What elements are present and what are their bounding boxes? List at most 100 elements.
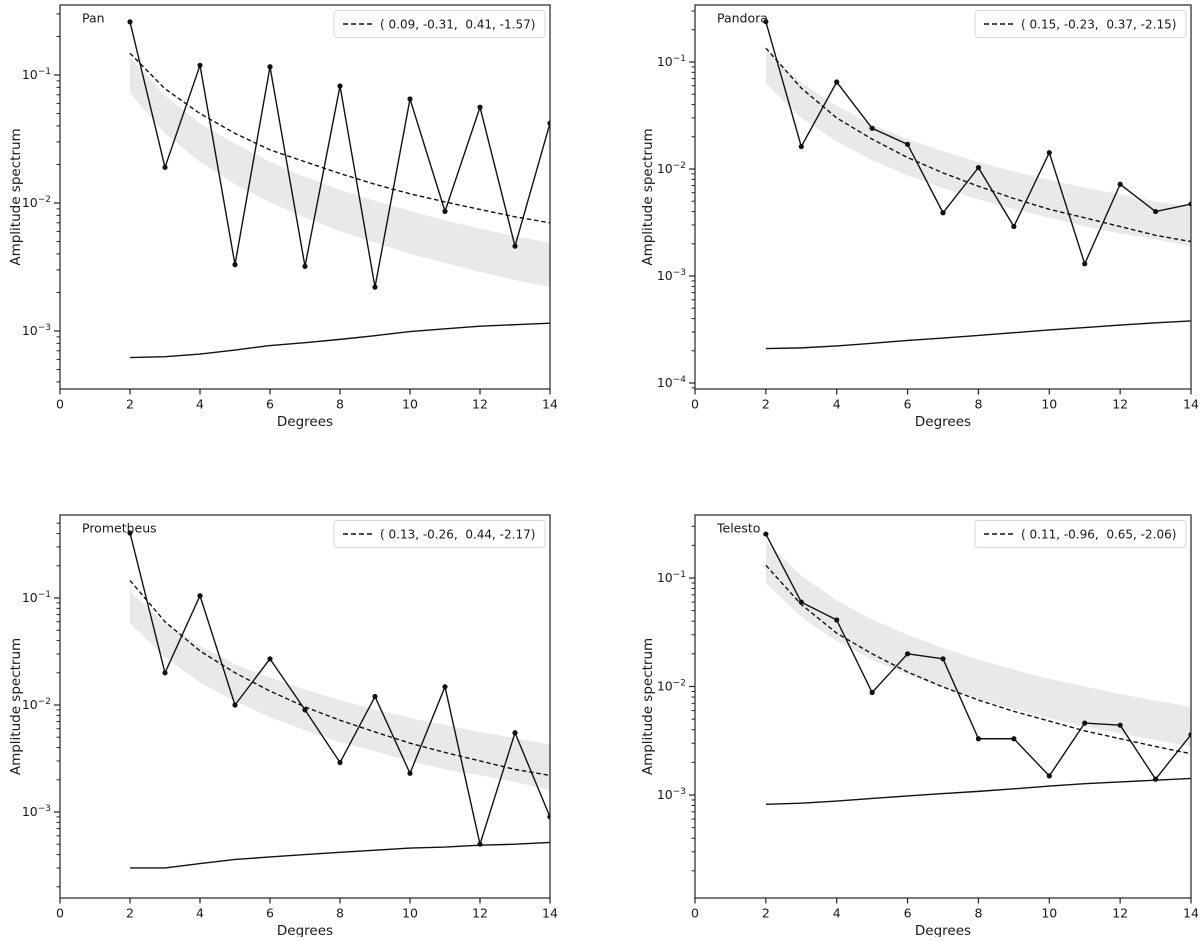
data-point <box>337 759 343 766</box>
y-tick-label: 10−2 <box>22 697 51 712</box>
legend: ( 0.09, -0.31, 0.41, -1.57) <box>333 10 546 38</box>
data-point <box>232 262 238 268</box>
x-tick-label: 2 <box>126 906 134 921</box>
data-point <box>940 656 946 662</box>
noise-line <box>129 322 550 359</box>
legend-box <box>974 520 1187 548</box>
axes-frame <box>59 514 551 899</box>
legend-box <box>974 10 1187 38</box>
y-tick-label: 10−1 <box>657 54 686 69</box>
data-point <box>512 243 518 249</box>
y-tick-label: 10−3 <box>22 323 51 338</box>
legend-label: ( 0.15, -0.23, 0.37, -2.15) <box>1021 18 1176 32</box>
data-point <box>1011 223 1017 230</box>
fit-dashed-line <box>765 564 1191 755</box>
subplot-title: Telesto <box>716 521 760 536</box>
data-point <box>1188 201 1191 207</box>
data-point <box>337 83 343 89</box>
x-tick-label: 4 <box>196 906 204 921</box>
data-point <box>197 593 203 599</box>
data-point <box>547 120 550 126</box>
legend-box <box>333 520 546 548</box>
legend-label: ( 0.13, -0.26, 0.44, -2.17) <box>380 528 535 542</box>
subplot-title: Pan <box>82 11 105 26</box>
y-axis-label: Amplitude spectrum <box>8 128 24 265</box>
legend: ( 0.11, -0.96, 0.65, -2.06) <box>974 520 1187 548</box>
data-point <box>1082 261 1088 267</box>
data-point <box>512 730 518 736</box>
x-tick-label: 6 <box>904 397 912 412</box>
data-points <box>763 19 1191 267</box>
x-tick-label: 12 <box>472 397 488 412</box>
data-point <box>162 670 168 676</box>
x-tick-label: 6 <box>266 397 274 412</box>
data-point <box>763 19 769 25</box>
data-point <box>407 96 413 102</box>
y-tick-label: 10−2 <box>22 195 51 210</box>
x-tick-label: 14 <box>1183 906 1199 921</box>
data-point <box>904 651 911 657</box>
data-point <box>869 125 875 131</box>
data-point <box>904 141 911 147</box>
y-tick-label: 10−4 <box>657 375 686 390</box>
data-point <box>1046 150 1052 156</box>
y-axis-label: Amplitude spectrum <box>8 638 24 775</box>
subplot-pandora: 0 2 4 6 8 10 12 14 10−1 10−2 10−3 10−4 Degrees Amplit… <box>640 4 1199 430</box>
x-tick-label: 8 <box>336 397 344 412</box>
y-axis-label: Amplitude spectrum <box>640 128 656 265</box>
noise-line <box>765 320 1191 350</box>
x-tick-label: 8 <box>336 906 344 921</box>
data-point <box>1117 722 1123 728</box>
data-point <box>302 263 308 269</box>
x-tick-label: 0 <box>691 906 699 921</box>
data-point <box>232 702 238 708</box>
data-point <box>127 530 133 536</box>
legend: ( 0.13, -0.26, 0.44, -2.17) <box>333 520 546 548</box>
x-tick-label: 14 <box>1183 397 1199 412</box>
axes-frame <box>59 4 551 390</box>
x-axis-label: Degrees <box>915 414 971 430</box>
data-point <box>975 165 982 171</box>
data-points <box>127 530 550 847</box>
x-tick-label: 4 <box>196 397 204 412</box>
amplitude-line <box>765 533 1191 780</box>
y-tick-label: 10−3 <box>22 804 51 819</box>
x-axis-label: Degrees <box>277 923 333 937</box>
y-tick-label: 10−3 <box>657 268 686 283</box>
y-axis-label: Amplitude spectrum <box>640 638 656 775</box>
y-tick-label: 10−1 <box>22 590 51 605</box>
data-point <box>267 64 273 70</box>
x-tick-label: 10 <box>1041 906 1057 921</box>
data-point <box>975 736 982 742</box>
subplot-prometheus: 0 2 4 6 8 10 12 14 10−1 10−2 10−3 Degrees Amplitude … <box>8 514 558 939</box>
x-tick-label: 6 <box>904 906 912 921</box>
legend-label: ( 0.09, -0.31, 0.41, -1.57) <box>380 18 535 32</box>
data-point <box>372 693 378 700</box>
y-tick-label: 10−1 <box>22 67 51 82</box>
data-point <box>372 284 378 290</box>
data-point <box>834 79 840 85</box>
data-point <box>477 104 483 110</box>
subplot-title: Pandora <box>717 11 768 26</box>
y-tick-label: 10−2 <box>657 161 686 176</box>
x-tick-label: 12 <box>1112 397 1128 412</box>
data-point <box>442 208 448 214</box>
data-points <box>763 531 1191 782</box>
x-tick-label: 2 <box>762 906 770 921</box>
uncertainty-band <box>765 49 1191 247</box>
plot-area <box>763 19 1191 350</box>
y-tick-label: 10−1 <box>657 570 686 585</box>
x-axis-label: Degrees <box>915 923 971 937</box>
data-point <box>407 770 413 776</box>
data-point <box>1117 181 1123 187</box>
data-point <box>442 684 448 690</box>
x-tick-label: 8 <box>974 397 982 412</box>
data-point <box>302 707 308 713</box>
data-point <box>1152 208 1159 215</box>
data-point <box>869 689 875 696</box>
x-tick-label: 10 <box>402 906 418 921</box>
x-tick-label: 2 <box>762 397 770 412</box>
data-point <box>1011 736 1017 742</box>
